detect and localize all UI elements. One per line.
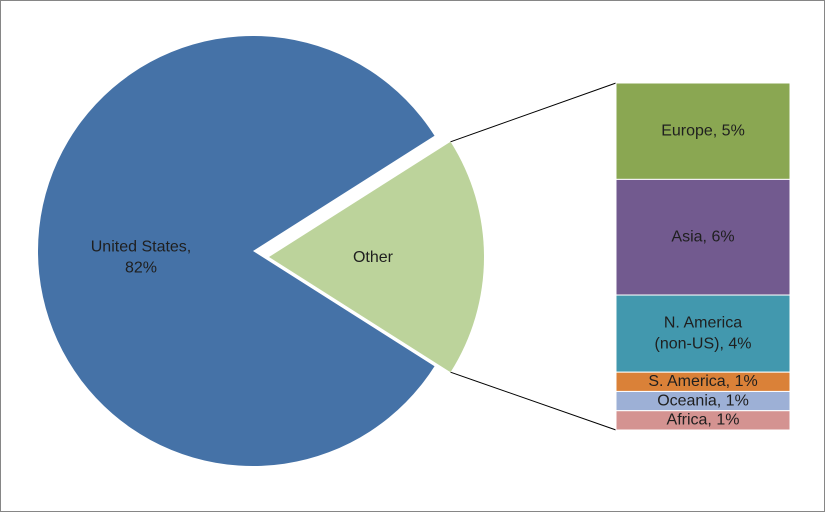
data-labels: United States, 82% Other Europe, 5% Asia, 6%…: [91, 122, 758, 428]
bar-segment-n-america-non-us: [615, 294, 791, 373]
label-asia: Asia, 6%: [671, 228, 734, 245]
label-s-america: S. America, 1%: [648, 373, 757, 390]
label-n-america-non-us-line-2: (non-US), 4%: [655, 335, 752, 352]
connector-line-bottom: [450, 371, 617, 431]
label-united-states-line-2: 82%: [125, 260, 157, 277]
pie-slice-united-states: [38, 35, 435, 466]
bar-segment-europe: [615, 82, 791, 180]
label-united-states-line-1: United States,: [91, 239, 192, 256]
bar-segment-africa: [615, 410, 791, 431]
label-africa: Africa, 1%: [667, 412, 740, 429]
label-other: Other: [353, 249, 394, 266]
label-n-america-non-us-line-1: N. America: [664, 314, 742, 331]
connector-line-top: [450, 82, 617, 143]
connector-lines: [450, 82, 617, 431]
bar-segment-asia: [615, 178, 791, 296]
label-europe: Europe, 5%: [661, 122, 745, 139]
stacked-bar: [615, 82, 791, 431]
label-oceania: Oceania, 1%: [657, 392, 749, 409]
pie-slice-other: [269, 141, 485, 373]
pie: [38, 35, 485, 466]
